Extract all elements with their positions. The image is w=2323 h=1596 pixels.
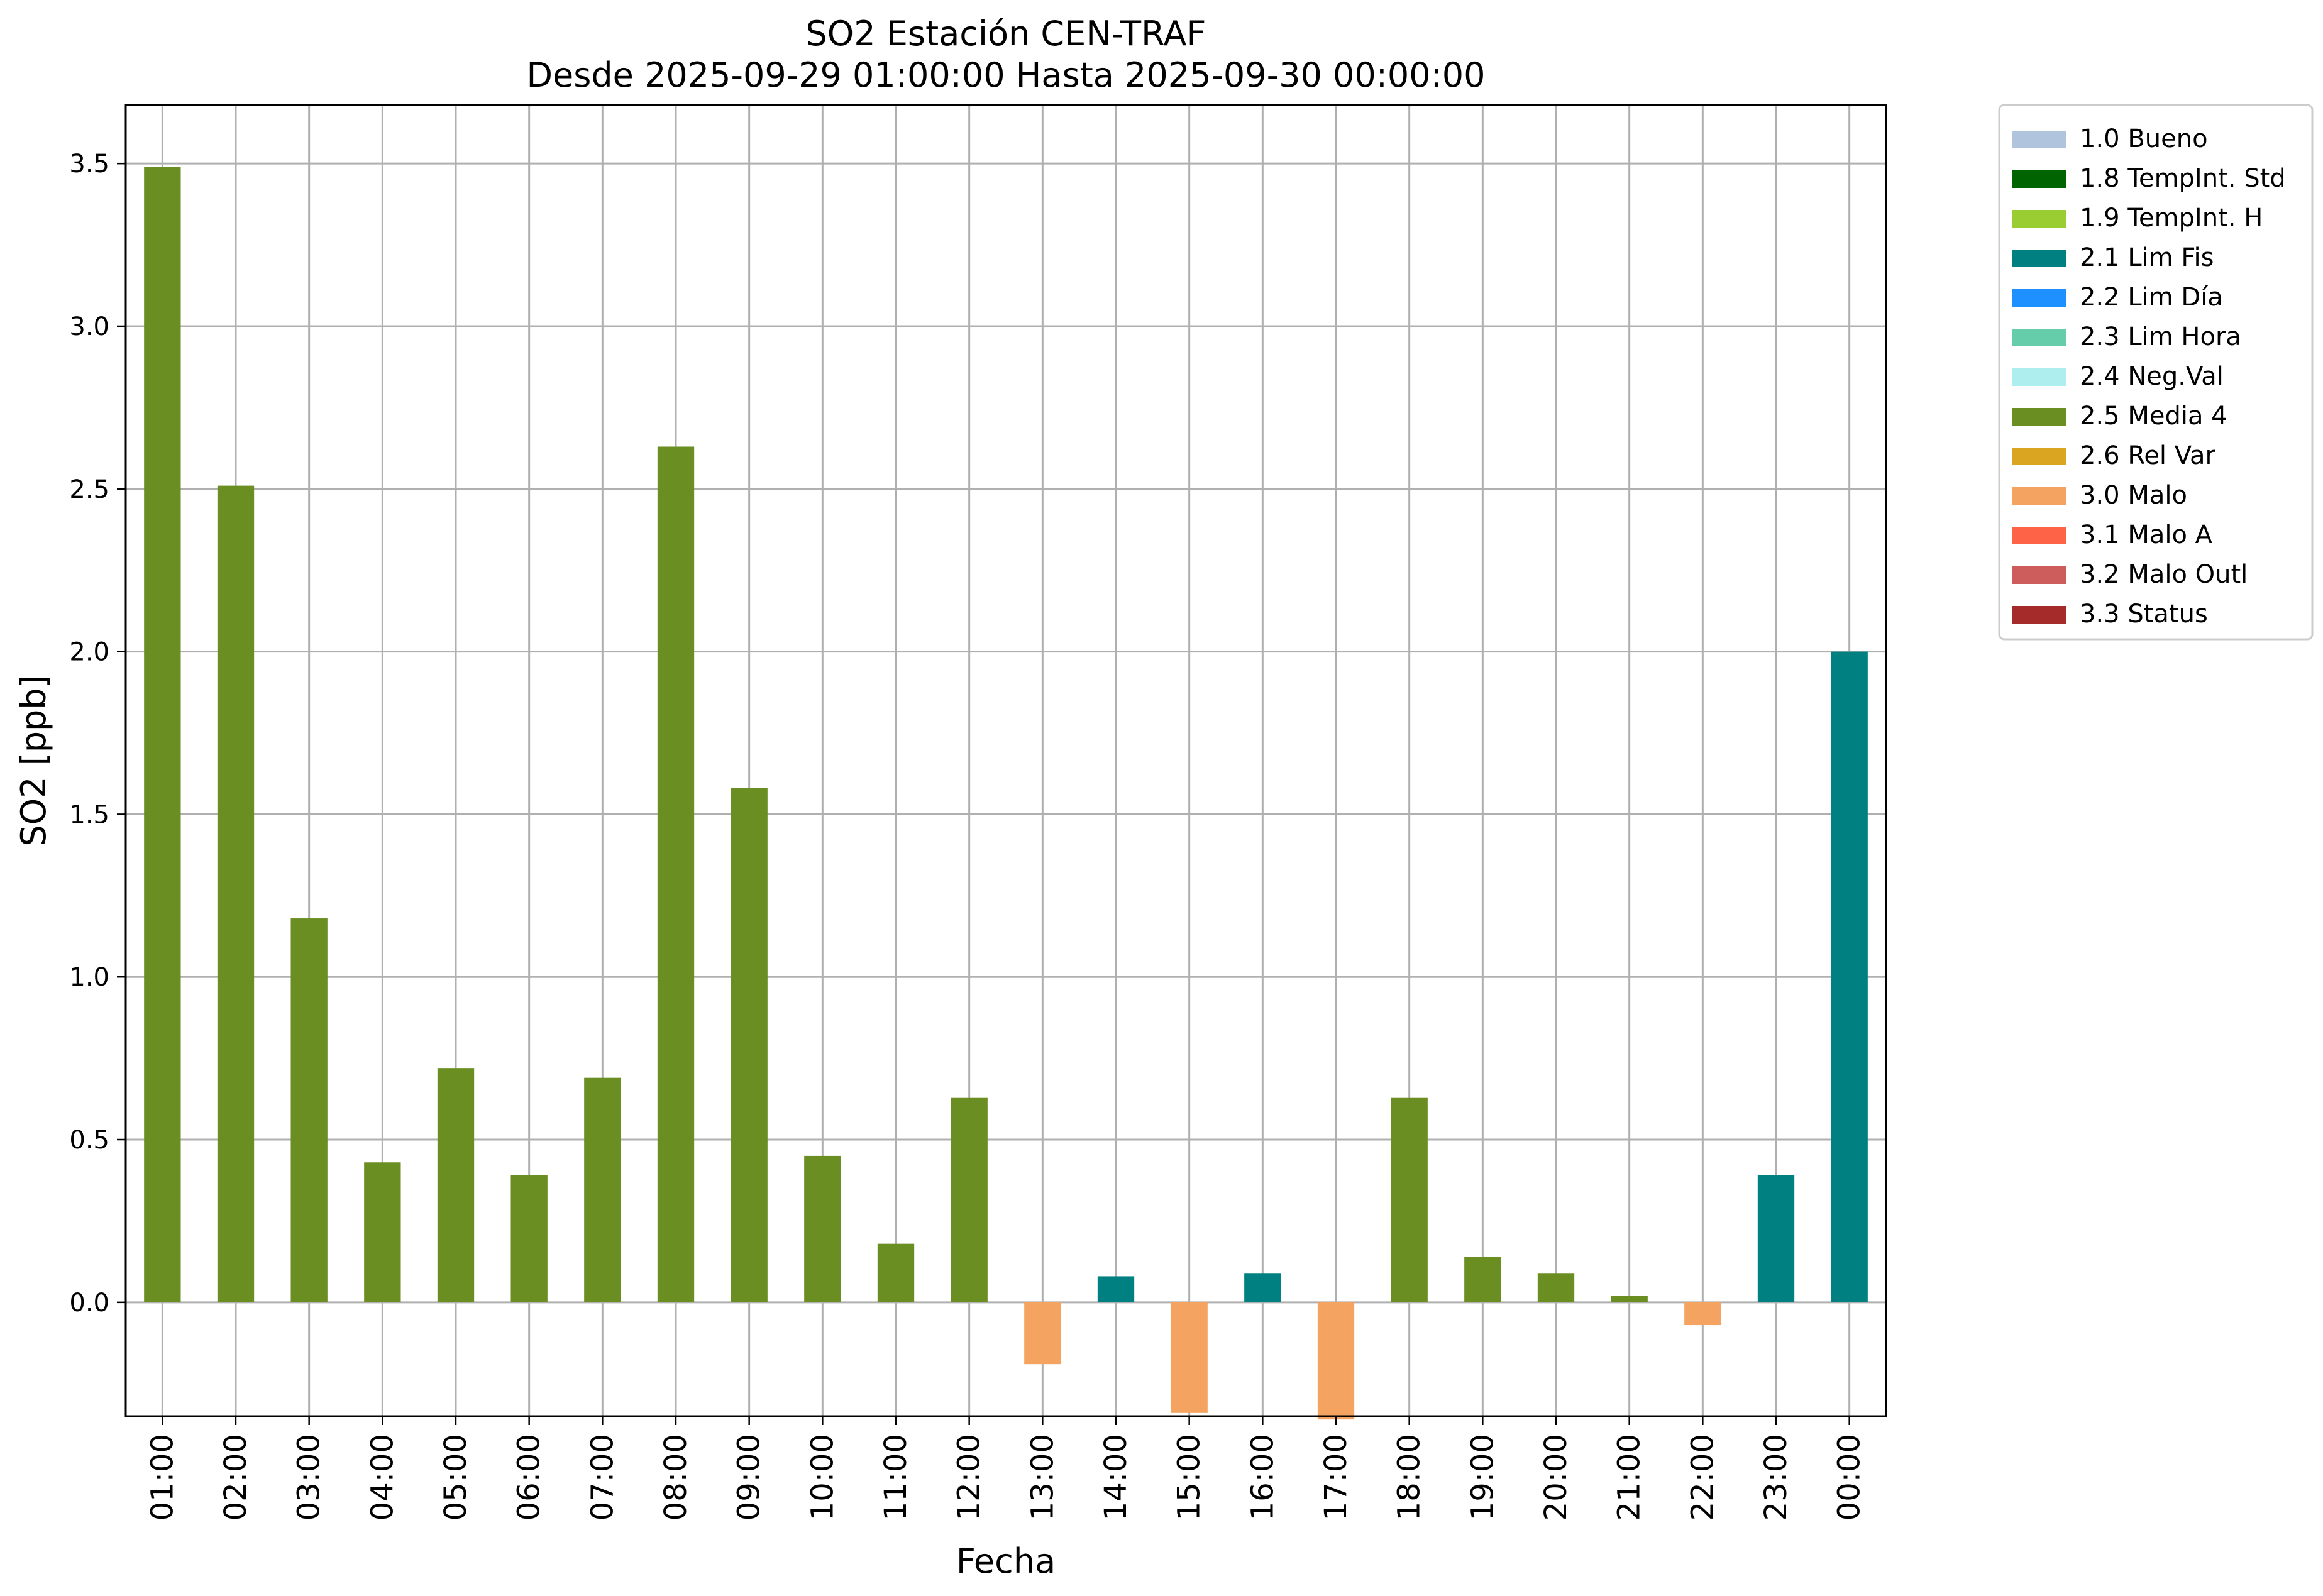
legend-label: 2.1 Lim Fis bbox=[2080, 243, 2214, 272]
x-tick-label: 21:00 bbox=[1612, 1434, 1647, 1521]
bar-0400 bbox=[364, 1162, 401, 1302]
x-tick-label: 19:00 bbox=[1465, 1434, 1500, 1521]
bar-1200 bbox=[951, 1097, 988, 1302]
y-tick-label: 0.0 bbox=[69, 1289, 109, 1318]
bar-1600 bbox=[1244, 1273, 1281, 1302]
legend-label: 1.9 TempInt. H bbox=[2080, 204, 2263, 233]
bar-1400 bbox=[1097, 1276, 1135, 1302]
legend-label: 1.0 Bueno bbox=[2080, 124, 2208, 153]
legend-swatch bbox=[2012, 289, 2066, 307]
legend-label: 3.3 Status bbox=[2080, 600, 2208, 629]
bars bbox=[144, 167, 1868, 1420]
x-tick-label: 00:00 bbox=[1832, 1434, 1867, 1521]
bar-0900 bbox=[731, 788, 768, 1302]
legend-swatch bbox=[2012, 210, 2066, 228]
x-tick-label: 22:00 bbox=[1685, 1434, 1720, 1521]
legend-frame bbox=[1998, 104, 2314, 641]
legend-label: 2.4 Neg.Val bbox=[2080, 362, 2224, 391]
chart-subtitle: Desde 2025-09-29 01:00:00 Hasta 2025-09-… bbox=[526, 55, 1485, 95]
bar-0600 bbox=[510, 1175, 548, 1302]
legend-swatch bbox=[2012, 170, 2066, 188]
bar-1700 bbox=[1317, 1302, 1355, 1420]
y-tick-label: 2.0 bbox=[69, 638, 109, 667]
x-tick-label: 15:00 bbox=[1172, 1434, 1207, 1521]
legend-swatch bbox=[2012, 527, 2066, 544]
y-tick-label: 0.5 bbox=[69, 1126, 109, 1155]
bar-1000 bbox=[804, 1155, 841, 1302]
x-tick-label: 02:00 bbox=[218, 1434, 253, 1521]
legend-swatch bbox=[2012, 606, 2066, 624]
y-ticks: 0.0 0.5 1.0 1.5 2.0 2.5 3.0 3.5 bbox=[69, 150, 126, 1318]
bar-1300 bbox=[1024, 1302, 1061, 1365]
legend-swatch bbox=[2012, 250, 2066, 267]
x-tick-label: 14:00 bbox=[1098, 1434, 1134, 1521]
x-tick-label: 18:00 bbox=[1392, 1434, 1427, 1521]
x-tick-label: 12:00 bbox=[952, 1434, 987, 1521]
legend: 1.0 Bueno 1.8 TempInt. Std 1.9 TempInt. H 2… bbox=[1998, 104, 2314, 641]
x-tick-label: 09:00 bbox=[732, 1434, 767, 1521]
y-tick-label: 1.0 bbox=[69, 963, 109, 992]
bar-0000 bbox=[1831, 651, 1868, 1302]
x-tick-label: 05:00 bbox=[438, 1434, 473, 1521]
x-tick-label: 17:00 bbox=[1318, 1434, 1354, 1521]
legend-label: 3.0 Malo bbox=[2080, 481, 2187, 510]
x-tick-label: 06:00 bbox=[512, 1434, 547, 1521]
x-tick-label: 11:00 bbox=[878, 1434, 913, 1521]
bar-0500 bbox=[437, 1068, 475, 1302]
legend-swatch bbox=[2012, 131, 2066, 148]
bar-1500 bbox=[1171, 1302, 1208, 1413]
bar-2000 bbox=[1537, 1273, 1575, 1302]
bar-2300 bbox=[1757, 1175, 1795, 1302]
chart-title: SO2 Estación CEN-TRAF bbox=[805, 14, 1206, 53]
y-tick-label: 3.0 bbox=[69, 312, 109, 341]
x-tick-label: 04:00 bbox=[365, 1434, 400, 1521]
bar-1900 bbox=[1464, 1257, 1501, 1302]
legend-label: 2.3 Lim Hora bbox=[2080, 322, 2241, 351]
legend-label: 2.5 Media 4 bbox=[2080, 402, 2227, 431]
bar-0200 bbox=[217, 485, 255, 1302]
legend-swatch bbox=[2012, 329, 2066, 346]
bar-1100 bbox=[877, 1243, 915, 1302]
x-tick-label: 20:00 bbox=[1538, 1434, 1574, 1521]
legend-label: 2.2 Lim Día bbox=[2080, 283, 2223, 312]
x-tick-label: 07:00 bbox=[585, 1434, 620, 1521]
x-ticks: 01:00 02:00 03:00 04:00 05:00 06:00 07:00 08:00… bbox=[145, 1416, 1867, 1521]
bar-0700 bbox=[584, 1077, 621, 1302]
legend-swatch bbox=[2012, 368, 2066, 386]
x-tick-label: 03:00 bbox=[292, 1434, 327, 1521]
legend-swatch bbox=[2012, 408, 2066, 426]
bar-2200 bbox=[1684, 1302, 1721, 1326]
x-tick-label: 10:00 bbox=[805, 1434, 840, 1521]
legend-swatch bbox=[2012, 448, 2066, 465]
x-tick-label: 08:00 bbox=[658, 1434, 693, 1521]
bar-0300 bbox=[290, 918, 328, 1302]
plot-frame bbox=[124, 104, 1887, 1417]
x-tick-label: 13:00 bbox=[1025, 1434, 1060, 1521]
legend-label: 2.6 Rel Var bbox=[2080, 441, 2216, 470]
bar-1800 bbox=[1391, 1097, 1428, 1302]
y-tick-label: 1.5 bbox=[69, 800, 109, 829]
bar-0800 bbox=[657, 446, 695, 1302]
legend-label: 3.1 Malo A bbox=[2080, 520, 2213, 549]
y-tick-label: 2.5 bbox=[69, 475, 109, 504]
bar-0100 bbox=[144, 167, 181, 1302]
x-tick-label: 23:00 bbox=[1758, 1434, 1794, 1521]
y-axis-label: SO2 [ppb] bbox=[14, 674, 53, 846]
x-tick-label: 16:00 bbox=[1245, 1434, 1280, 1521]
legend-label: 3.2 Malo Outl bbox=[2080, 560, 2248, 589]
legend-swatch bbox=[2012, 566, 2066, 584]
y-tick-label: 3.5 bbox=[69, 150, 109, 179]
x-tick-label: 01:00 bbox=[145, 1434, 180, 1521]
bar-2100 bbox=[1611, 1296, 1648, 1302]
x-axis-label: Fecha bbox=[956, 1541, 1056, 1581]
legend-label: 1.8 TempInt. Std bbox=[2080, 164, 2286, 193]
legend-swatch bbox=[2012, 487, 2066, 505]
